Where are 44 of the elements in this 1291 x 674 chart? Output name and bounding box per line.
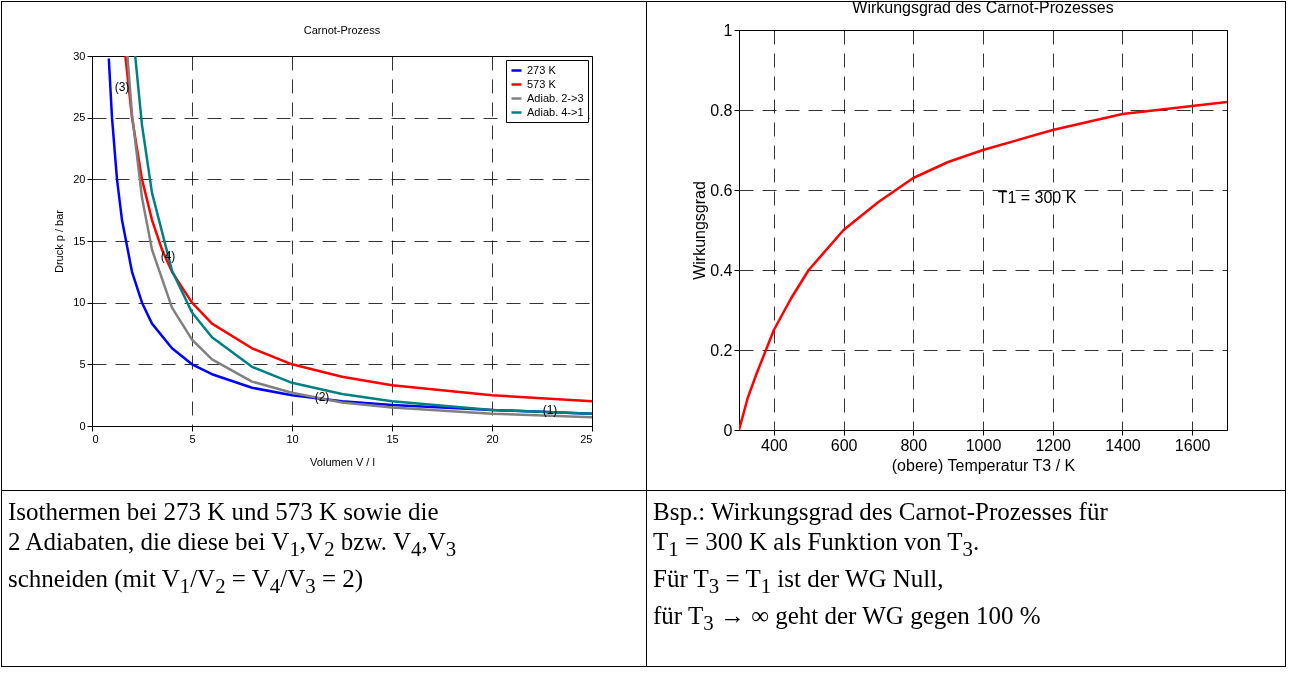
x-tick-label: 1600 bbox=[1174, 436, 1211, 454]
y-tick-label: 20 bbox=[73, 172, 86, 185]
y-tick-label: 1 bbox=[723, 21, 733, 39]
text: schneiden (mit V$_{1}$/V$_{2}$ = V$_{4}$/V$_{3}$ = 2) bbox=[8, 565, 364, 598]
text: Für T$_{3}$ = T$_{1}$ ist der WG Null, bbox=[653, 564, 945, 600]
x-tick-label: 800 bbox=[900, 436, 928, 454]
x-tick-label: 10 bbox=[286, 432, 299, 445]
y-axis-title: Wirkungsgrad bbox=[691, 181, 709, 280]
chart-title: Wirkungsgrad des Carnot-Prozesses bbox=[852, 0, 1114, 16]
x-tick-label: 25 bbox=[580, 432, 593, 445]
x-tick-label: 1400 bbox=[1105, 436, 1141, 454]
x-tick-label: 15 bbox=[386, 432, 399, 445]
y-tick-label: 10 bbox=[73, 296, 86, 309]
text: 2 Adiabaten, die diese bei V$_{1}$,V$_{2}$ bzw. V$_{4}$,V$_{3}$ bbox=[8, 527, 458, 563]
y-tick-label: 0 bbox=[79, 419, 86, 432]
x-tick-label: 600 bbox=[830, 436, 858, 454]
x-axis-title: Volumen V / l bbox=[310, 455, 375, 468]
text: für T$_{3}$ → ∞ geht der WG gegen 100 % bbox=[653, 601, 1042, 637]
text: Isothermen bei 273 K und 573 K sowie die bbox=[8, 497, 440, 527]
text: Bsp.: Wirkungsgrad des Carnot-Prozesses für bbox=[653, 497, 1109, 527]
text: T$_{1}$ = 300 K als Funktion von T$_{3}$. bbox=[653, 527, 981, 563]
y-tick-label: 5 bbox=[79, 357, 86, 370]
legend-label: 573 K bbox=[527, 77, 557, 90]
y-tick-label: 30 bbox=[73, 49, 86, 62]
legend-label: Adiab. 4->1 bbox=[527, 105, 584, 118]
x-tick-label: 20 bbox=[486, 432, 499, 445]
legend-label: Adiab. 2->3 bbox=[527, 91, 584, 104]
x-tick-label: 400 bbox=[761, 436, 788, 454]
y-tick-label: 15 bbox=[73, 234, 86, 247]
line-series bbox=[739, 100, 1227, 430]
y-tick-label: 0.4 bbox=[710, 261, 733, 279]
y-axis-title: Druck p / bar bbox=[53, 209, 66, 273]
x-tick-label: 1200 bbox=[1035, 436, 1072, 454]
y-tick-label: 0.6 bbox=[710, 181, 733, 199]
annotation: (2) bbox=[314, 390, 330, 405]
x-tick-label: 5 bbox=[189, 432, 196, 445]
x-tick-label: 0 bbox=[92, 432, 99, 445]
x-tick-label: 1000 bbox=[965, 436, 1002, 454]
x-axis-title: (obere) Temperatur T3 / K bbox=[891, 456, 1076, 474]
y-tick-label: 0.2 bbox=[710, 341, 733, 359]
legend-label: 273 K bbox=[527, 63, 557, 76]
y-tick-label: 0.8 bbox=[710, 101, 733, 119]
chart-title: Carnot-Prozess bbox=[303, 24, 381, 36]
y-tick-label: 25 bbox=[73, 111, 86, 124]
